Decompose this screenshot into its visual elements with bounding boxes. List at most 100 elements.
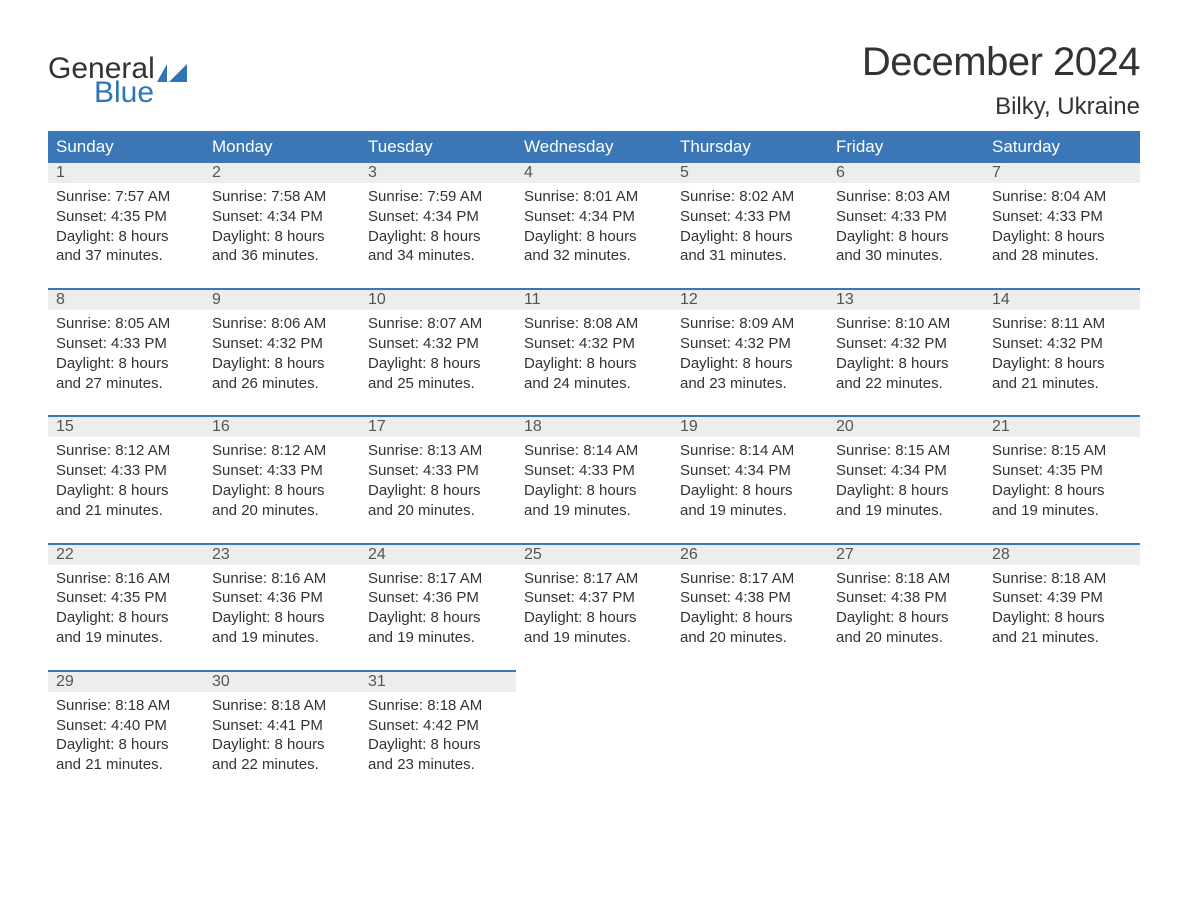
daylight-line2: and 32 minutes. <box>524 246 664 266</box>
calendar-day-cell <box>672 670 828 797</box>
calendar-day-cell: 19 Sunrise: 8:14 AMSunset: 4:34 PMDayligh… <box>672 415 828 542</box>
daylight-line1: Daylight: 8 hours <box>212 735 352 755</box>
day-number: 1 <box>48 163 204 183</box>
empty-day-details <box>984 670 1140 696</box>
sunset-text: Sunset: 4:32 PM <box>524 334 664 354</box>
daylight-line2: and 19 minutes. <box>836 501 976 521</box>
day-details: Sunrise: 8:05 AMSunset: 4:33 PMDaylight:… <box>48 310 204 415</box>
month-title: December 2024 <box>862 40 1140 85</box>
location-label: Bilky, Ukraine <box>862 93 1140 121</box>
calendar-day-cell: 22Sunrise: 8:16 AMSunset: 4:35 PMDayligh… <box>48 543 204 670</box>
flag-icon <box>157 64 187 84</box>
calendar-week-row: 22Sunrise: 8:16 AMSunset: 4:35 PMDayligh… <box>48 543 1140 670</box>
daylight-line2: and 20 minutes. <box>212 501 352 521</box>
day-details: Sunrise: 8:07 AMSunset: 4:32 PMDaylight:… <box>360 310 516 415</box>
daylight-line1: Daylight: 8 hours <box>368 227 508 247</box>
weekday-header: Monday <box>204 131 360 163</box>
sunset-text: Sunset: 4:33 PM <box>56 461 196 481</box>
sunset-text: Sunset: 4:38 PM <box>680 588 820 608</box>
daylight-line1: Daylight: 8 hours <box>992 227 1132 247</box>
sunrise-text: Sunrise: 8:01 AM <box>524 187 664 207</box>
sunset-text: Sunset: 4:32 PM <box>992 334 1132 354</box>
day-details: Sunrise: 8:18 AMSunset: 4:42 PMDaylight:… <box>360 692 516 797</box>
daylight-line1: Daylight: 8 hours <box>524 354 664 374</box>
day-details: Sunrise: 8:18 AMSunset: 4:41 PMDaylight:… <box>204 692 360 797</box>
calendar-day-cell: 29Sunrise: 8:18 AMSunset: 4:40 PMDayligh… <box>48 670 204 797</box>
sunset-text: Sunset: 4:36 PM <box>368 588 508 608</box>
calendar-day-cell: 25Sunrise: 8:17 AMSunset: 4:37 PMDayligh… <box>516 543 672 670</box>
daylight-line2: and 30 minutes. <box>836 246 976 266</box>
day-number: 13 <box>828 288 984 310</box>
daylight-line2: and 19 minutes. <box>56 628 196 648</box>
sunrise-text: Sunrise: 8:16 AM <box>56 569 196 589</box>
sunrise-text: Sunrise: 8:18 AM <box>368 696 508 716</box>
calendar-day-cell: 24Sunrise: 8:17 AMSunset: 4:36 PMDayligh… <box>360 543 516 670</box>
calendar-day-cell: 9Sunrise: 8:06 AMSunset: 4:32 PMDaylight… <box>204 288 360 415</box>
day-details: Sunrise: 8:18 AMSunset: 4:38 PMDaylight:… <box>828 565 984 670</box>
daylight-line2: and 37 minutes. <box>56 246 196 266</box>
sunrise-text: Sunrise: 7:59 AM <box>368 187 508 207</box>
calendar-day-cell: 31Sunrise: 8:18 AMSunset: 4:42 PMDayligh… <box>360 670 516 797</box>
day-details: Sunrise: 8:16 AMSunset: 4:35 PMDaylight:… <box>48 565 204 670</box>
day-details: Sunrise: 8:12 AMSunset: 4:33 PMDaylight:… <box>48 437 204 542</box>
daylight-line2: and 19 minutes. <box>524 628 664 648</box>
day-details: Sunrise: 8:11 AMSunset: 4:32 PMDaylight:… <box>984 310 1140 415</box>
day-number: 18 <box>516 415 672 437</box>
sunrise-text: Sunrise: 8:04 AM <box>992 187 1132 207</box>
calendar-day-cell: 18Sunrise: 8:14 AMSunset: 4:33 PMDayligh… <box>516 415 672 542</box>
day-number: 21 <box>984 415 1140 437</box>
daylight-line1: Daylight: 8 hours <box>680 481 820 501</box>
weekday-header: Sunday <box>48 131 204 163</box>
day-number: 12 <box>672 288 828 310</box>
calendar-day-cell: 26Sunrise: 8:17 AMSunset: 4:38 PMDayligh… <box>672 543 828 670</box>
daylight-line1: Daylight: 8 hours <box>212 481 352 501</box>
daylight-line1: Daylight: 8 hours <box>836 227 976 247</box>
empty-day-details <box>828 670 984 696</box>
calendar-day-cell: 10Sunrise: 8:07 AMSunset: 4:32 PMDayligh… <box>360 288 516 415</box>
calendar-week-row: 8Sunrise: 8:05 AMSunset: 4:33 PMDaylight… <box>48 288 1140 415</box>
day-number: 8 <box>48 288 204 310</box>
day-details: Sunrise: 7:57 AMSunset: 4:35 PMDaylight:… <box>48 183 204 288</box>
day-number: 2 <box>204 163 360 183</box>
day-details: Sunrise: 8:03 AMSunset: 4:33 PMDaylight:… <box>828 183 984 288</box>
weekday-header: Saturday <box>984 131 1140 163</box>
sunrise-text: Sunrise: 8:15 AM <box>992 441 1132 461</box>
day-details: Sunrise: 7:59 AMSunset: 4:34 PMDaylight:… <box>360 183 516 288</box>
daylight-line1: Daylight: 8 hours <box>992 608 1132 628</box>
day-details: Sunrise: 8:18 AMSunset: 4:39 PMDaylight:… <box>984 565 1140 670</box>
day-number: 26 <box>672 543 828 565</box>
calendar-day-cell: 14Sunrise: 8:11 AMSunset: 4:32 PMDayligh… <box>984 288 1140 415</box>
sunrise-text: Sunrise: 8:02 AM <box>680 187 820 207</box>
daylight-line2: and 21 minutes. <box>992 374 1132 394</box>
day-number: 19 <box>672 415 828 437</box>
calendar-day-cell <box>516 670 672 797</box>
day-details: Sunrise: 8:01 AMSunset: 4:34 PMDaylight:… <box>516 183 672 288</box>
sunset-text: Sunset: 4:34 PM <box>524 207 664 227</box>
calendar-day-cell: 4Sunrise: 8:01 AMSunset: 4:34 PMDaylight… <box>516 163 672 288</box>
sunrise-text: Sunrise: 8:03 AM <box>836 187 976 207</box>
day-number: 31 <box>360 670 516 692</box>
sunrise-text: Sunrise: 8:14 AM <box>680 441 820 461</box>
sunrise-text: Sunrise: 8:17 AM <box>368 569 508 589</box>
sunrise-text: Sunrise: 8:05 AM <box>56 314 196 334</box>
sunrise-text: Sunrise: 7:57 AM <box>56 187 196 207</box>
calendar-day-cell: 28Sunrise: 8:18 AMSunset: 4:39 PMDayligh… <box>984 543 1140 670</box>
day-number: 27 <box>828 543 984 565</box>
sunset-text: Sunset: 4:37 PM <box>524 588 664 608</box>
sunset-text: Sunset: 4:35 PM <box>56 207 196 227</box>
daylight-line2: and 21 minutes. <box>56 755 196 775</box>
logo-text-blue: Blue <box>48 78 154 108</box>
sunset-text: Sunset: 4:32 PM <box>368 334 508 354</box>
day-details: Sunrise: 8:13 AMSunset: 4:33 PMDaylight:… <box>360 437 516 542</box>
day-details: Sunrise: 8:15 AMSunset: 4:35 PMDaylight:… <box>984 437 1140 542</box>
sunset-text: Sunset: 4:33 PM <box>836 207 976 227</box>
day-number: 23 <box>204 543 360 565</box>
day-number: 25 <box>516 543 672 565</box>
daylight-line2: and 22 minutes. <box>212 755 352 775</box>
sunset-text: Sunset: 4:34 PM <box>680 461 820 481</box>
calendar-day-cell: 21Sunrise: 8:15 AMSunset: 4:35 PMDayligh… <box>984 415 1140 542</box>
calendar-day-cell: 30Sunrise: 8:18 AMSunset: 4:41 PMDayligh… <box>204 670 360 797</box>
sunset-text: Sunset: 4:34 PM <box>368 207 508 227</box>
day-number: 20 <box>828 415 984 437</box>
header-area: General Blue December 2024 Bilky, Ukrain… <box>48 40 1140 121</box>
